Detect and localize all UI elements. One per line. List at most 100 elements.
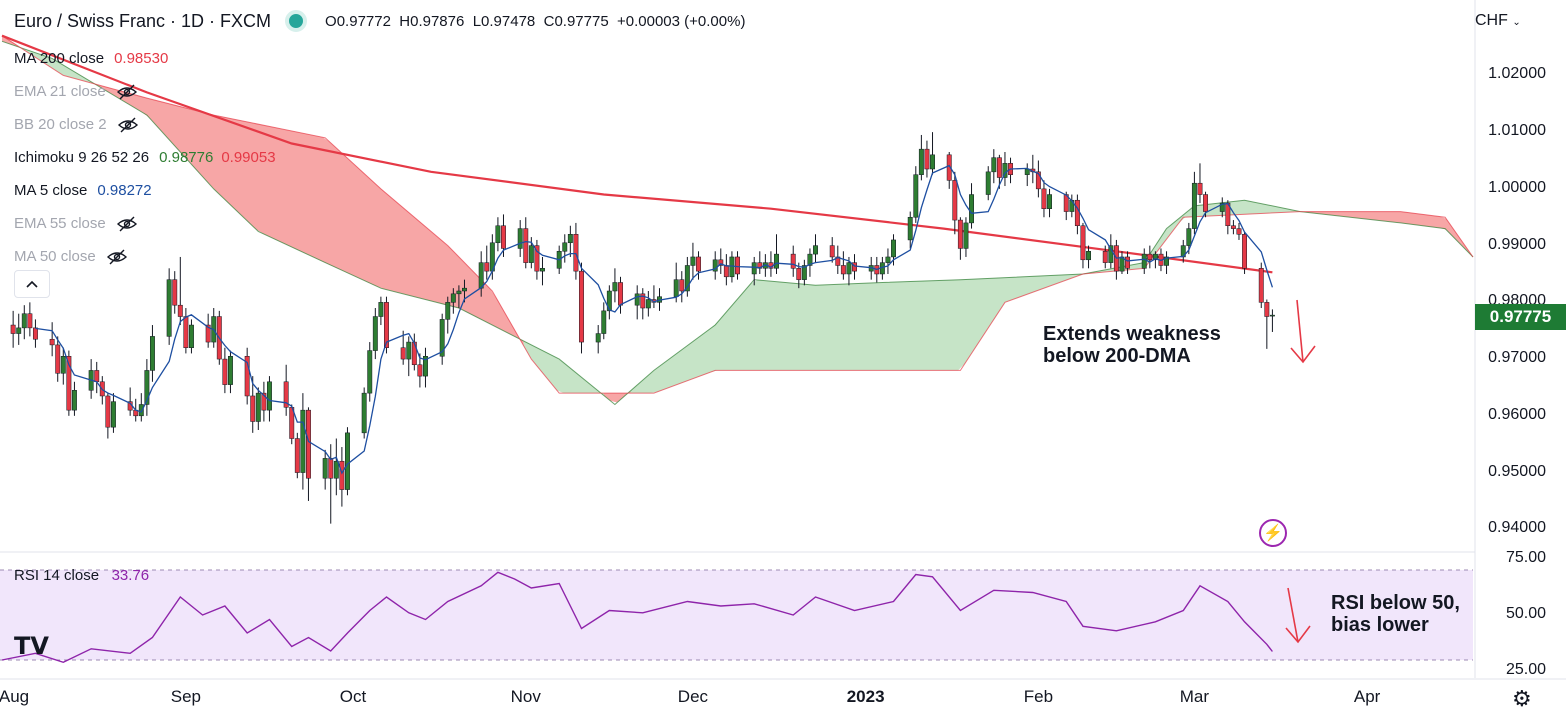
candle-up	[801, 265, 807, 280]
candle-down	[105, 395, 111, 428]
candle-down	[49, 338, 55, 346]
chevron-down-icon: ⌄	[1512, 17, 1521, 28]
candle-down	[796, 268, 802, 280]
candle-up	[528, 245, 534, 263]
lightning-icon[interactable]: ⚡	[1259, 519, 1287, 547]
candle-up	[1141, 253, 1147, 269]
rsi-tick-label: 50.00	[1505, 605, 1546, 622]
candle-up	[540, 268, 545, 272]
rsi-legend[interactable]: RSI 14 close 33.76	[8, 565, 155, 586]
hidden-eye-icon[interactable]	[117, 117, 139, 133]
candle-up	[1186, 228, 1192, 246]
candle-down	[501, 225, 506, 249]
rsi-tick-label: 25.00	[1505, 661, 1546, 679]
legend-ichimoku[interactable]: Ichimoku 9 26 52 26 0.98776 0.99053	[8, 141, 276, 174]
candle-up	[110, 401, 116, 428]
candle-down	[996, 157, 1002, 178]
candle-up	[378, 302, 384, 317]
candle-down	[244, 356, 250, 397]
candle-up	[228, 356, 233, 385]
candle-down	[10, 324, 16, 334]
candle-up	[1002, 163, 1008, 178]
candle-up	[612, 282, 618, 292]
gear-icon[interactable]: ⚙	[1512, 686, 1532, 711]
currency-selector[interactable]: CHF ⌄	[1475, 12, 1521, 30]
candle-up	[885, 256, 891, 263]
candle-down	[790, 253, 796, 269]
symbol-header: Euro / Swiss Franc · 1D · FXCM O0.97772 …	[14, 6, 745, 36]
candle-down	[250, 395, 256, 422]
hidden-eye-icon[interactable]	[116, 216, 138, 232]
price-tick-label: 0.99000	[1488, 235, 1546, 253]
rsi-legend-label: RSI 14 close	[14, 567, 100, 584]
candle-down	[1230, 225, 1236, 229]
candle-up	[517, 228, 523, 249]
candle-down	[723, 265, 729, 278]
candle-up	[1219, 202, 1225, 212]
legend-ichimoku-value1: 0.98776	[159, 149, 214, 166]
candle-up	[16, 327, 22, 334]
candle-down	[579, 270, 584, 343]
candle-up	[333, 460, 339, 479]
candle-down	[735, 256, 740, 275]
legend-ma5-label: MA 5 close	[14, 182, 88, 199]
axes	[0, 0, 1566, 680]
candle-down	[27, 313, 33, 329]
legend-ema55[interactable]: EMA 55 close	[8, 207, 276, 240]
candle-up	[634, 293, 640, 306]
candle-up	[1108, 245, 1114, 263]
candle-down	[1041, 188, 1047, 209]
candle-up	[255, 392, 261, 422]
candle-down	[1197, 182, 1203, 195]
candle-up	[345, 432, 350, 490]
candle-up	[450, 293, 456, 303]
hidden-eye-icon[interactable]	[116, 84, 138, 100]
ma5-line	[35, 164, 1274, 475]
candle-down	[283, 381, 289, 408]
legend-bb20[interactable]: BB 20 close 2	[8, 108, 276, 141]
legend-ema21[interactable]: EMA 21 close	[8, 75, 276, 108]
candle-up	[1164, 256, 1169, 266]
candle-down	[523, 228, 529, 263]
candle-up	[60, 356, 66, 374]
candle-up	[891, 239, 896, 258]
rsi-pane	[0, 551, 1475, 664]
tradingview-logo[interactable]: TV	[14, 632, 49, 660]
candle-up	[1086, 251, 1091, 261]
candle-up	[361, 392, 367, 434]
candle-up	[367, 350, 373, 394]
time-tick-label: Oct	[339, 687, 367, 706]
candle-down	[384, 302, 389, 348]
candle-down	[952, 180, 958, 221]
legend-ma5[interactable]: MA 5 close 0.98272	[8, 174, 276, 207]
rsi-band	[0, 570, 1473, 660]
candle-down	[183, 316, 189, 348]
legend-ma50[interactable]: MA 50 close	[8, 240, 276, 273]
candle-down	[205, 324, 211, 343]
candle-up	[21, 313, 27, 329]
candle-down	[534, 245, 540, 272]
candle-down	[328, 458, 334, 479]
time-tick-label: Sep	[170, 687, 201, 706]
market-status-dot	[285, 10, 308, 32]
close-value: C0.97775	[543, 12, 609, 30]
candle-down	[172, 279, 178, 306]
legend-ma200[interactable]: MA 200 close 0.98530	[8, 42, 276, 75]
candle-down	[32, 327, 38, 340]
candles	[10, 132, 1275, 524]
candle-up	[144, 370, 150, 405]
rsi-tick-label: 75.00	[1505, 548, 1546, 566]
cloud-span-b	[1, 35, 1474, 394]
candle-up	[606, 290, 612, 312]
candle-up	[1269, 314, 1275, 317]
hidden-eye-icon[interactable]	[106, 249, 128, 265]
candle-down	[946, 154, 952, 181]
candle-up	[322, 458, 328, 479]
candle-down	[1264, 302, 1270, 317]
collapse-legend-button[interactable]	[14, 270, 50, 298]
candle-down	[1080, 225, 1086, 261]
candle-up	[478, 262, 484, 289]
time-tick-label: 2023	[846, 687, 885, 706]
symbol-title[interactable]: Euro / Swiss Franc · 1D · FXCM	[14, 10, 272, 31]
